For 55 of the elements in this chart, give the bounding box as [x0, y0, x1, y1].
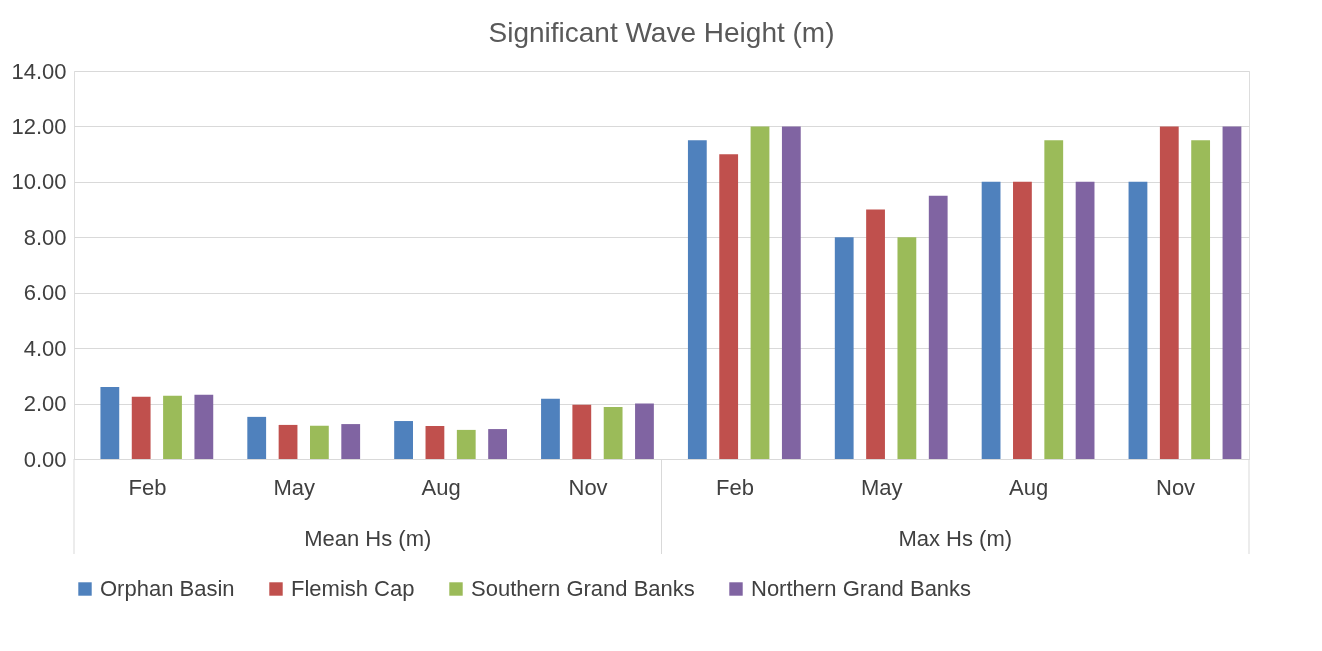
bar: [163, 395, 182, 459]
bar: [1075, 181, 1095, 459]
x-tick-label: Nov: [568, 474, 608, 500]
bar: [866, 209, 885, 459]
bar: [394, 421, 413, 459]
text: Max Hs (m): [898, 526, 1013, 551]
bar: [278, 424, 298, 459]
y-tick-label: 12.00: [11, 113, 67, 139]
y-tick-label: 8.00: [23, 224, 67, 250]
bar: [309, 425, 329, 459]
bar: [194, 394, 214, 459]
bar: [425, 426, 445, 459]
bar: [928, 195, 948, 459]
bar: [687, 140, 707, 459]
y-tick-label: 6.00: [23, 280, 67, 306]
bar: [131, 396, 151, 459]
y-tick-label: 4.00: [23, 335, 67, 361]
bar: [1044, 140, 1064, 459]
bar: [750, 126, 770, 459]
legend-label: Orphan Basin: [100, 576, 235, 601]
x-tick-label: Feb: [715, 474, 754, 500]
bar: [100, 386, 120, 459]
legend-label: Southern Grand Banks: [471, 576, 695, 601]
bar: [541, 398, 560, 459]
bar: [981, 181, 1001, 459]
bar: [781, 126, 801, 459]
x-tick-label: Feb: [128, 474, 167, 500]
bar: [603, 406, 623, 459]
bar: [341, 424, 361, 459]
x-tick-label: Aug: [421, 474, 461, 500]
bar: [897, 237, 917, 459]
x-tick-label: May: [861, 474, 903, 500]
x-tick-label: Aug: [1009, 474, 1049, 500]
bar: [719, 154, 739, 459]
bar: [488, 429, 507, 459]
x-tick-label: Nov: [1156, 474, 1196, 500]
bar: [1159, 126, 1179, 459]
bar: [247, 416, 267, 459]
y-tick-label: 10.00: [11, 169, 67, 195]
bar: [1013, 181, 1032, 459]
y-tick-label: 2.00: [23, 391, 67, 417]
x-tick-label: May: [273, 474, 316, 500]
y-tick-label: 14.00: [11, 58, 67, 84]
bar: [834, 237, 854, 459]
legend-label: Northern Grand Banks: [751, 576, 972, 601]
chart-title: Significant Wave Height (m): [488, 17, 835, 48]
bar: [456, 429, 476, 459]
y-tick-label: 0.00: [23, 446, 67, 472]
bar: [1222, 126, 1242, 459]
bar: [1191, 140, 1211, 459]
bar: [572, 404, 592, 459]
bar: [635, 403, 654, 459]
bar: [1128, 181, 1148, 459]
legend-label: Flemish Cap: [291, 576, 415, 601]
text: Mean Hs (m): [304, 526, 432, 551]
